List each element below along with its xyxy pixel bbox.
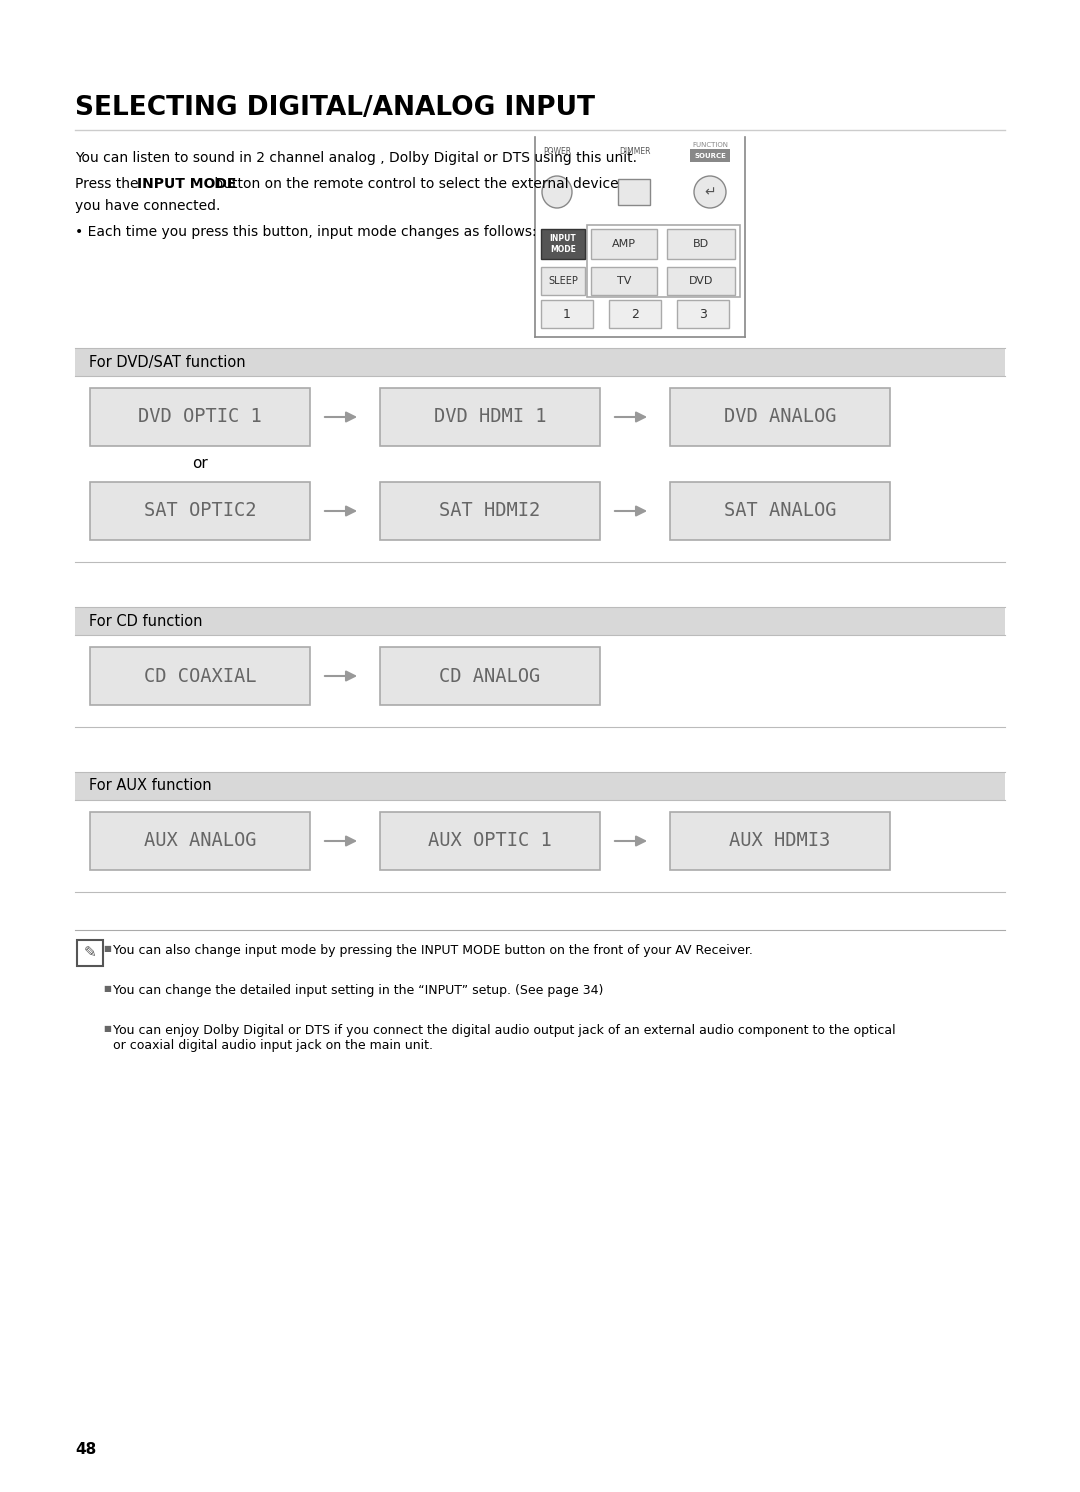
- Text: SELECTING DIGITAL/ANALOG INPUT: SELECTING DIGITAL/ANALOG INPUT: [75, 95, 595, 121]
- Text: or: or: [192, 457, 207, 471]
- Bar: [541, 228, 585, 260]
- Bar: [75, 771, 1005, 800]
- Bar: [77, 940, 103, 965]
- Text: CD COAXIAL: CD COAXIAL: [144, 667, 256, 685]
- Bar: [541, 267, 585, 295]
- Bar: [75, 348, 1005, 376]
- Bar: [667, 267, 735, 295]
- Circle shape: [694, 176, 726, 207]
- Text: TV: TV: [617, 276, 631, 286]
- Text: FUNCTION: FUNCTION: [692, 142, 728, 148]
- Bar: [667, 228, 735, 260]
- Text: For DVD/SAT function: For DVD/SAT function: [89, 355, 245, 370]
- Bar: [380, 648, 600, 706]
- Bar: [90, 812, 310, 870]
- Text: For AUX function: For AUX function: [89, 779, 212, 794]
- Text: 2: 2: [631, 307, 639, 321]
- Bar: [90, 388, 310, 446]
- Bar: [670, 388, 890, 446]
- Bar: [670, 482, 890, 540]
- Bar: [75, 607, 1005, 636]
- Bar: [677, 300, 729, 328]
- Text: 1: 1: [563, 307, 571, 321]
- Bar: [690, 149, 730, 163]
- Text: You can change the detailed input setting in the “INPUT” setup. (See page 34): You can change the detailed input settin…: [113, 985, 604, 997]
- Bar: [380, 388, 600, 446]
- Text: ■: ■: [103, 985, 111, 994]
- Bar: [380, 482, 600, 540]
- Text: SAT OPTIC2: SAT OPTIC2: [144, 501, 256, 521]
- Bar: [90, 648, 310, 706]
- Text: You can listen to sound in 2 channel analog , Dolby Digital or DTS using this un: You can listen to sound in 2 channel ana…: [75, 151, 637, 166]
- Text: DVD ANALOG: DVD ANALOG: [724, 407, 836, 427]
- Text: Press the: Press the: [75, 178, 143, 191]
- Text: AUX ANALOG: AUX ANALOG: [144, 831, 256, 850]
- Bar: [90, 482, 310, 540]
- Text: POWER: POWER: [543, 146, 571, 155]
- Text: SOURCE: SOURCE: [694, 152, 726, 158]
- Text: DIMMER: DIMMER: [619, 146, 651, 155]
- Bar: [588, 225, 740, 297]
- Text: You can enjoy Dolby Digital or DTS if you connect the digital audio output jack : You can enjoy Dolby Digital or DTS if yo…: [113, 1024, 895, 1037]
- Text: DVD: DVD: [689, 276, 713, 286]
- Text: 3: 3: [699, 307, 707, 321]
- Text: ■: ■: [103, 1024, 111, 1032]
- Text: You can also change input mode by pressing the INPUT MODE button on the front of: You can also change input mode by pressi…: [113, 944, 753, 956]
- Text: SAT ANALOG: SAT ANALOG: [724, 501, 836, 521]
- Bar: [380, 812, 600, 870]
- Ellipse shape: [542, 176, 572, 207]
- Text: you have connected.: you have connected.: [75, 198, 220, 213]
- Bar: [591, 228, 657, 260]
- Text: DVD HDMI 1: DVD HDMI 1: [434, 407, 546, 427]
- Bar: [591, 267, 657, 295]
- Bar: [618, 179, 650, 204]
- Text: INPUT MODE: INPUT MODE: [137, 178, 237, 191]
- Text: SAT HDMI2: SAT HDMI2: [440, 501, 541, 521]
- Bar: [609, 300, 661, 328]
- Bar: [670, 812, 890, 870]
- Text: DVD OPTIC 1: DVD OPTIC 1: [138, 407, 261, 427]
- Text: AUX HDMI3: AUX HDMI3: [729, 831, 831, 850]
- Text: ↵: ↵: [704, 185, 716, 198]
- Text: or coaxial digital audio input jack on the main unit.: or coaxial digital audio input jack on t…: [113, 1038, 433, 1052]
- Text: INPUT
MODE: INPUT MODE: [550, 234, 577, 254]
- Text: ✎: ✎: [83, 946, 96, 961]
- Text: AUX OPTIC 1: AUX OPTIC 1: [428, 831, 552, 850]
- Text: BD: BD: [693, 239, 710, 249]
- Text: button on the remote control to select the external device: button on the remote control to select t…: [210, 178, 619, 191]
- Text: ■: ■: [103, 944, 111, 953]
- Text: SLEEP: SLEEP: [548, 276, 578, 286]
- Text: AMP: AMP: [612, 239, 636, 249]
- Text: 48: 48: [75, 1443, 96, 1458]
- Text: CD ANALOG: CD ANALOG: [440, 667, 541, 685]
- Bar: [541, 300, 593, 328]
- Text: • Each time you press this button, input mode changes as follows:: • Each time you press this button, input…: [75, 225, 537, 239]
- Text: For CD function: For CD function: [89, 613, 203, 628]
